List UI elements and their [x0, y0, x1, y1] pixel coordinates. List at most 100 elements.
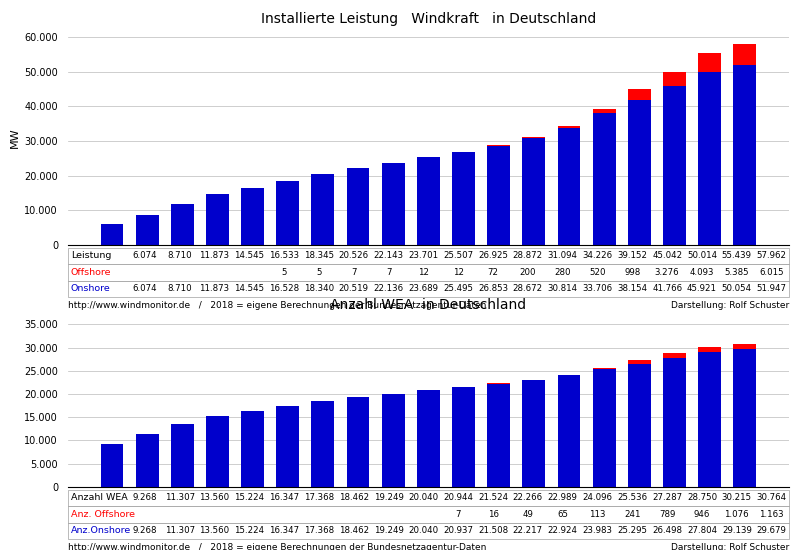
Text: 5.385: 5.385 [724, 268, 749, 277]
Text: 27.804: 27.804 [687, 526, 717, 535]
Title: Anzahl WEA  in Deutschland: Anzahl WEA in Deutschland [330, 298, 527, 312]
Bar [733, 344, 756, 349]
Text: 12: 12 [418, 268, 429, 277]
Text: Anz. Offshore: Anz. Offshore [71, 510, 135, 519]
Text: 11.307: 11.307 [165, 526, 194, 535]
Text: 23.701: 23.701 [408, 251, 438, 260]
Text: 25.507: 25.507 [443, 251, 473, 260]
Bar [558, 376, 580, 487]
Text: 19.249: 19.249 [374, 493, 403, 502]
Text: 29.679: 29.679 [756, 526, 787, 535]
Text: 8.710: 8.710 [167, 284, 192, 293]
Text: 50.054: 50.054 [722, 284, 752, 293]
Title: Installierte Leistung   Windkraft   in Deutschland: Installierte Leistung Windkraft in Deuts… [261, 12, 596, 26]
Text: 26.853: 26.853 [478, 284, 508, 293]
Bar [558, 126, 580, 128]
Text: 22.136: 22.136 [374, 284, 404, 293]
Text: 241: 241 [624, 510, 641, 519]
Text: 34.226: 34.226 [583, 251, 613, 260]
Text: 18.462: 18.462 [339, 493, 369, 502]
Text: 11.307: 11.307 [165, 493, 194, 502]
Text: 11.873: 11.873 [199, 284, 230, 293]
Text: 50.014: 50.014 [687, 251, 717, 260]
Text: 45.921: 45.921 [687, 284, 717, 293]
Text: 45.042: 45.042 [652, 251, 682, 260]
Bar [698, 351, 721, 487]
Text: 21.524: 21.524 [478, 493, 508, 502]
Text: 25.495: 25.495 [443, 284, 473, 293]
Bar [593, 370, 615, 487]
Bar [206, 416, 229, 487]
Text: 16: 16 [488, 510, 499, 519]
Bar [171, 424, 194, 487]
Text: 8.710: 8.710 [167, 251, 192, 260]
Bar [663, 72, 686, 86]
Bar [241, 411, 264, 487]
Bar [698, 346, 721, 351]
Text: 72: 72 [488, 268, 499, 277]
Bar [347, 168, 370, 245]
Text: 19.249: 19.249 [374, 526, 403, 535]
Bar [135, 434, 159, 487]
Bar [523, 138, 545, 245]
Text: 12: 12 [453, 268, 464, 277]
Text: 9.268: 9.268 [132, 526, 157, 535]
Bar [382, 394, 405, 487]
Text: 49: 49 [523, 510, 533, 519]
Bar [663, 353, 686, 358]
Text: 20.944: 20.944 [443, 493, 473, 502]
Text: 23.983: 23.983 [583, 526, 613, 535]
Text: 4.093: 4.093 [689, 268, 714, 277]
Text: Anzahl WEA: Anzahl WEA [71, 493, 128, 502]
Text: 520: 520 [589, 268, 606, 277]
Bar [452, 152, 475, 245]
Text: 23.689: 23.689 [408, 284, 438, 293]
Text: 11.873: 11.873 [199, 251, 230, 260]
Bar [312, 401, 334, 487]
Text: 16.347: 16.347 [269, 493, 299, 502]
Bar [628, 360, 651, 364]
Text: 33.706: 33.706 [583, 284, 613, 293]
Bar [698, 53, 721, 72]
Text: 18.345: 18.345 [304, 251, 334, 260]
Bar [593, 368, 615, 370]
Bar [628, 100, 651, 245]
Bar [382, 163, 405, 245]
Bar [663, 358, 686, 487]
Bar [733, 349, 756, 487]
Text: 22.989: 22.989 [548, 493, 578, 502]
Bar [523, 381, 545, 487]
Bar [347, 398, 370, 487]
Text: 24.096: 24.096 [583, 493, 613, 502]
Text: 29.139: 29.139 [722, 526, 752, 535]
Text: 22.143: 22.143 [374, 251, 404, 260]
Text: Onshore: Onshore [71, 284, 111, 293]
Text: 946: 946 [694, 510, 710, 519]
Text: 17.368: 17.368 [304, 493, 334, 502]
Bar [206, 195, 229, 245]
Text: 65: 65 [557, 510, 568, 519]
Bar [171, 204, 194, 245]
Bar [733, 65, 756, 245]
Text: 57.962: 57.962 [756, 251, 787, 260]
Text: Anz.Onshore: Anz.Onshore [71, 526, 131, 535]
Text: 15.224: 15.224 [234, 526, 265, 535]
Text: 30.764: 30.764 [756, 493, 787, 502]
Text: 9.268: 9.268 [132, 493, 157, 502]
Text: 14.545: 14.545 [234, 251, 265, 260]
Text: 20.040: 20.040 [408, 526, 438, 535]
Text: 15.224: 15.224 [234, 493, 265, 502]
Bar [663, 86, 686, 245]
Text: 28.750: 28.750 [687, 493, 717, 502]
Bar [628, 364, 651, 487]
Text: 26.925: 26.925 [478, 251, 508, 260]
Text: 26.498: 26.498 [652, 526, 682, 535]
Bar [487, 146, 510, 245]
Text: 6.074: 6.074 [132, 251, 157, 260]
Bar [277, 406, 299, 487]
Text: Offshore: Offshore [71, 268, 112, 277]
Text: 21.508: 21.508 [478, 526, 508, 535]
Text: 30.215: 30.215 [722, 493, 752, 502]
Text: 789: 789 [659, 510, 675, 519]
Text: 25.536: 25.536 [618, 493, 647, 502]
